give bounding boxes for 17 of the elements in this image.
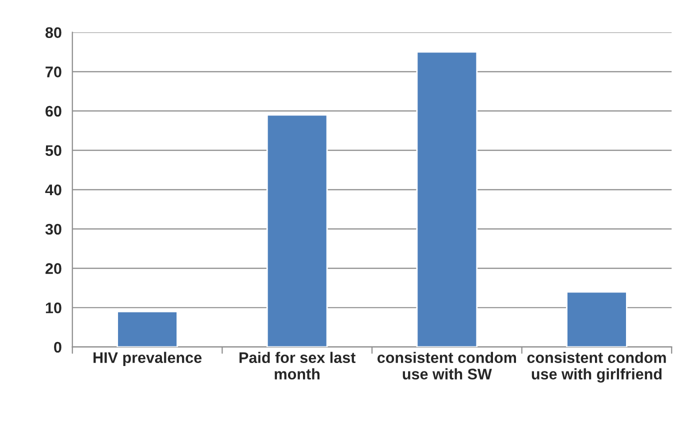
- y-tick-label: 30: [45, 224, 62, 235]
- bar: [416, 51, 478, 347]
- x-tick-label: HIV prevalence: [94, 352, 202, 366]
- x-tick-label: consistent condom use with SW: [377, 352, 516, 380]
- y-tick-label: 20: [46, 263, 62, 274]
- y-tick-label: 60: [46, 106, 62, 117]
- y-tick-label: 50: [45, 145, 62, 156]
- y-tick-label: 80: [45, 27, 62, 38]
- bar: [116, 310, 178, 347]
- x-tick-label: consistent condom use with girlfriend: [527, 352, 666, 383]
- y-tick-label: 40: [45, 184, 62, 196]
- bar: [566, 291, 628, 347]
- y-tick-label: 10: [46, 302, 62, 314]
- y-tick-label: 70: [46, 66, 62, 78]
- y-tick-label: 0: [54, 342, 62, 353]
- x-tick-label: Paid for sex last month: [240, 352, 356, 380]
- bar: [266, 114, 328, 347]
